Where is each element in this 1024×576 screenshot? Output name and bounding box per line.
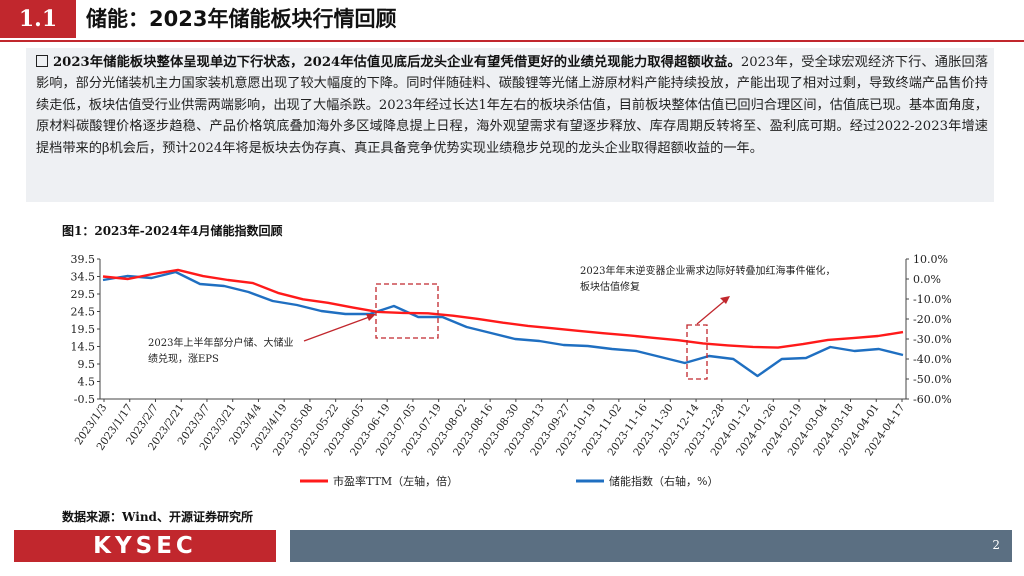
- legend-label-pe: 市盈率TTM（左轴，倍）: [333, 474, 458, 488]
- left-axis-tick-label: 4.5: [78, 376, 96, 389]
- annotation-arrowhead-h1-2023: [366, 314, 376, 321]
- data-source: 数据来源：Wind、开源证券研究所: [62, 510, 253, 524]
- legend-label-index: 储能指数（右轴，%）: [609, 474, 718, 488]
- summary-lead: 2023年储能板块整体呈现单边下行状态，2024年估值见底后龙头企业有望凭借更好…: [53, 55, 741, 70]
- figure-title: 图1：2023年-2024年4月储能指数回顾: [62, 224, 283, 238]
- page-title: 储能：2023年储能板块行情回顾: [86, 7, 397, 31]
- section-number: 1.1: [0, 0, 76, 38]
- kysec-logo: KYSEC: [14, 530, 276, 562]
- right-axis-tick-label: -60.0%: [913, 393, 952, 406]
- summary-box: 2023年储能板块整体呈现单边下行状态，2024年估值见底后龙头企业有望凭借更好…: [26, 48, 994, 202]
- annotation-text-h1-2023: 2023年上半年部分户储、大储业: [148, 336, 293, 349]
- left-axis-tick-label: 14.5: [71, 341, 96, 354]
- annotation-arrow-end-2023: [696, 297, 729, 325]
- left-axis-tick-label: -0.5: [74, 393, 95, 406]
- annotation-box-h1-2023: [375, 283, 439, 339]
- left-axis-tick-label: 24.5: [71, 306, 96, 319]
- left-axis-tick-label: 19.5: [71, 323, 96, 336]
- checkbox-bullet-icon: [36, 55, 48, 67]
- annotation-text-end-2023: 板块估值修复: [580, 280, 640, 293]
- series-line-pe: [102, 268, 904, 349]
- summary-body: 2023年，受全球宏观经济下行、通胀回落影响，部分光储装机主力国家装机意愿出现了…: [36, 55, 989, 156]
- left-axis-tick-label: 29.5: [71, 288, 96, 301]
- right-axis-tick-label: -30.0%: [913, 333, 952, 346]
- left-axis-tick-label: 9.5: [78, 358, 96, 371]
- annotation-text-end-2023: 2023年年末逆变器企业需求边际好转叠加红海事件催化，: [580, 264, 835, 277]
- right-axis-tick-label: -50.0%: [913, 373, 952, 386]
- annotation-arrowhead-end-2023: [720, 296, 730, 304]
- footer-bar: [290, 530, 1012, 562]
- right-axis-tick-label: 0.0%: [913, 273, 941, 286]
- left-axis-tick-label: 39.5: [71, 253, 96, 266]
- series-line-index: [102, 270, 904, 378]
- left-axis-tick-label: 34.5: [71, 271, 96, 284]
- page-number: 2: [992, 538, 1000, 552]
- annotation-box-end-2023: [686, 324, 708, 380]
- right-axis-tick-label: -20.0%: [913, 313, 952, 326]
- annotation-text-h1-2023: 绩兑现，涨EPS: [148, 352, 219, 365]
- right-axis-tick-label: -10.0%: [913, 293, 952, 306]
- title-divider: [0, 40, 1024, 42]
- right-axis-tick-label: -40.0%: [913, 353, 952, 366]
- right-axis-tick-label: 10.0%: [913, 253, 948, 266]
- annotation-arrow-h1-2023: [303, 315, 373, 342]
